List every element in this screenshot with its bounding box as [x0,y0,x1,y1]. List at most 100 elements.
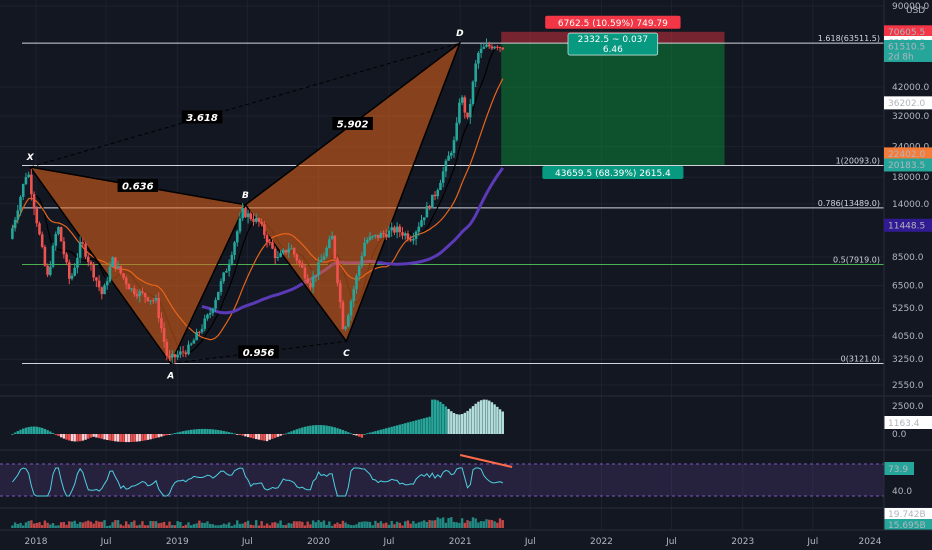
volume-bar [387,524,391,528]
candle-body [157,297,160,319]
candle-body [27,174,30,178]
volume-bar [422,520,426,528]
macd-bar [463,412,467,434]
volume-bar [276,523,280,528]
volume-bar [43,520,47,528]
candle-body [252,218,255,222]
macd-bar [187,430,190,434]
volume-bar [455,522,458,528]
candle-body [59,227,63,242]
candle-body [344,326,347,329]
candle-body [460,97,464,103]
macd-bar [146,434,150,440]
volume-bar [176,521,179,528]
volume-bar [282,524,285,528]
rsi-tag-bg [884,462,914,475]
macd-bar [447,408,450,434]
macd-bar [157,434,160,438]
candle-body [493,46,496,49]
volume-bar [165,525,169,528]
volume-bar [130,522,133,528]
candle-body [412,238,415,241]
fib-level-label: 1(20093.0) [836,156,880,165]
volume-bar [171,525,174,528]
volume-bar [363,521,366,528]
volume-bar [368,521,372,528]
ratio-label: 5.902 [337,119,369,130]
time-tick: 2018 [25,537,48,547]
volume-bar [271,522,274,528]
candle-body [471,81,475,105]
macd-tick: 2500.0 [892,402,924,412]
volume-bar [385,522,388,528]
volume-bar [162,521,166,528]
candle-body [425,206,429,218]
candle-body [11,228,14,239]
candle-body [300,263,304,268]
macd-bar [460,414,464,434]
volume-bar [133,520,136,528]
price-tag: 61510.5 [888,42,925,52]
macd-bar [306,426,309,434]
candle-body [95,277,98,281]
macd-bar [314,425,318,434]
price-tag-bg [884,39,932,62]
harmonic-pattern[interactable] [28,40,462,365]
macd-bar [16,431,20,434]
volume-bar [265,523,269,528]
candle-body [292,248,296,255]
volume-bar [347,524,350,528]
volume-bar [184,524,187,528]
candle-body [57,227,60,234]
volume-bar [146,525,150,528]
volume-bar [498,518,502,528]
candle-body [257,218,261,223]
volume-bar [190,525,193,528]
candle-body [51,245,55,267]
candle-body [387,230,391,238]
candle-body [371,236,375,238]
macd-bar [13,432,17,434]
macd-bar [268,434,271,440]
candle-body [30,174,33,195]
macd-bar [62,434,66,439]
macd-bar [488,400,491,434]
volume-bar [401,525,404,528]
macd-bar [103,434,106,440]
fib-retracement[interactable]: 1.618(63511.5) 1(20093.0) 0.786(13489.0) 0.… [22,34,884,365]
candle-body [374,234,377,237]
volume-bar [344,522,347,528]
macd-bar [433,399,437,434]
volume-bar [482,521,486,528]
macd-bar [214,429,217,434]
volume-bar [195,523,198,528]
volume-bar [458,522,461,528]
candle-body [311,276,315,288]
candle-body [40,234,44,247]
volume-bar [249,524,253,528]
macd-bar [420,418,423,434]
pattern-point-d: D [456,29,464,39]
volume-bar [252,525,255,528]
xb-line [30,166,246,206]
price-tick: 2550.0 [892,381,924,391]
macd-bar [490,402,494,434]
macd-bar [255,434,258,440]
macd-bar [292,430,296,434]
target-zone [501,43,725,165]
time-axis[interactable]: 2018 Jul 2019 Jul 2020 Jul 2021 Jul 2022 Jul 2023 J… [0,529,932,547]
ac-line [170,340,347,365]
macd-bar [171,433,174,435]
macd-bar [114,434,117,442]
macd-bar [249,434,253,438]
price-axis[interactable]: USD90000.042000.032000.024000.018000.014… [883,0,932,530]
volume-bar [49,524,52,528]
macd-bar [382,428,385,434]
candle-body [222,272,226,282]
candle-body [108,266,112,282]
macd-bar [111,434,114,441]
macd-bar [469,408,472,434]
macd-bar [344,431,347,434]
